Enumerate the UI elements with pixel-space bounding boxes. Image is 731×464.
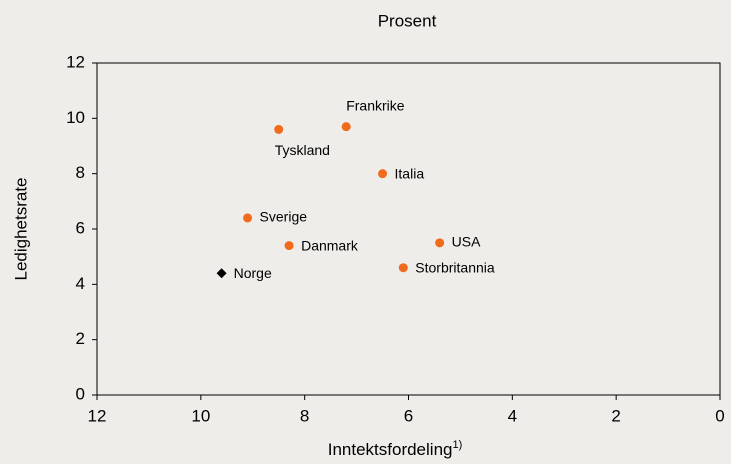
point bbox=[341, 122, 351, 132]
y-tick-label: 12 bbox=[66, 52, 85, 71]
y-axis-label: Ledighetsrate bbox=[11, 177, 30, 280]
point bbox=[284, 241, 294, 251]
point-label: Tyskland bbox=[275, 142, 330, 158]
point-label: Storbritannia bbox=[415, 259, 495, 275]
y-tick-label: 10 bbox=[66, 108, 85, 127]
x-tick-label: 10 bbox=[191, 406, 210, 425]
point-label: Norge bbox=[234, 265, 272, 281]
y-tick-label: 8 bbox=[76, 163, 85, 182]
x-axis-label-text: Inntektsfordeling bbox=[328, 440, 453, 459]
point bbox=[216, 268, 227, 279]
y-tick-label: 4 bbox=[76, 274, 85, 293]
x-tick-label: 2 bbox=[611, 406, 620, 425]
plot-frame bbox=[96, 62, 721, 396]
point-label: Danmark bbox=[301, 237, 359, 253]
x-tick-label: 4 bbox=[508, 406, 517, 425]
point bbox=[398, 263, 408, 273]
x-axis-label: Inntektsfordeling1) bbox=[328, 439, 463, 460]
chart-title: Prosent bbox=[378, 11, 437, 30]
point bbox=[435, 238, 445, 248]
point-label: Italia bbox=[395, 165, 425, 181]
x-axis-label-note: 1) bbox=[452, 439, 462, 451]
point bbox=[243, 213, 253, 223]
x-tick-label: 0 bbox=[715, 406, 724, 425]
point bbox=[378, 169, 388, 179]
x-tick-label: 6 bbox=[404, 406, 413, 425]
y-tick-label: 6 bbox=[76, 218, 85, 237]
point bbox=[274, 124, 284, 134]
y-tick-label: 2 bbox=[76, 329, 85, 348]
point-label: Frankrike bbox=[346, 97, 405, 113]
point-label: USA bbox=[452, 234, 481, 250]
point-label: Sverige bbox=[260, 209, 308, 225]
x-tick-label: 8 bbox=[300, 406, 309, 425]
y-tick-label: 0 bbox=[76, 384, 85, 403]
x-tick-label: 12 bbox=[88, 406, 107, 425]
